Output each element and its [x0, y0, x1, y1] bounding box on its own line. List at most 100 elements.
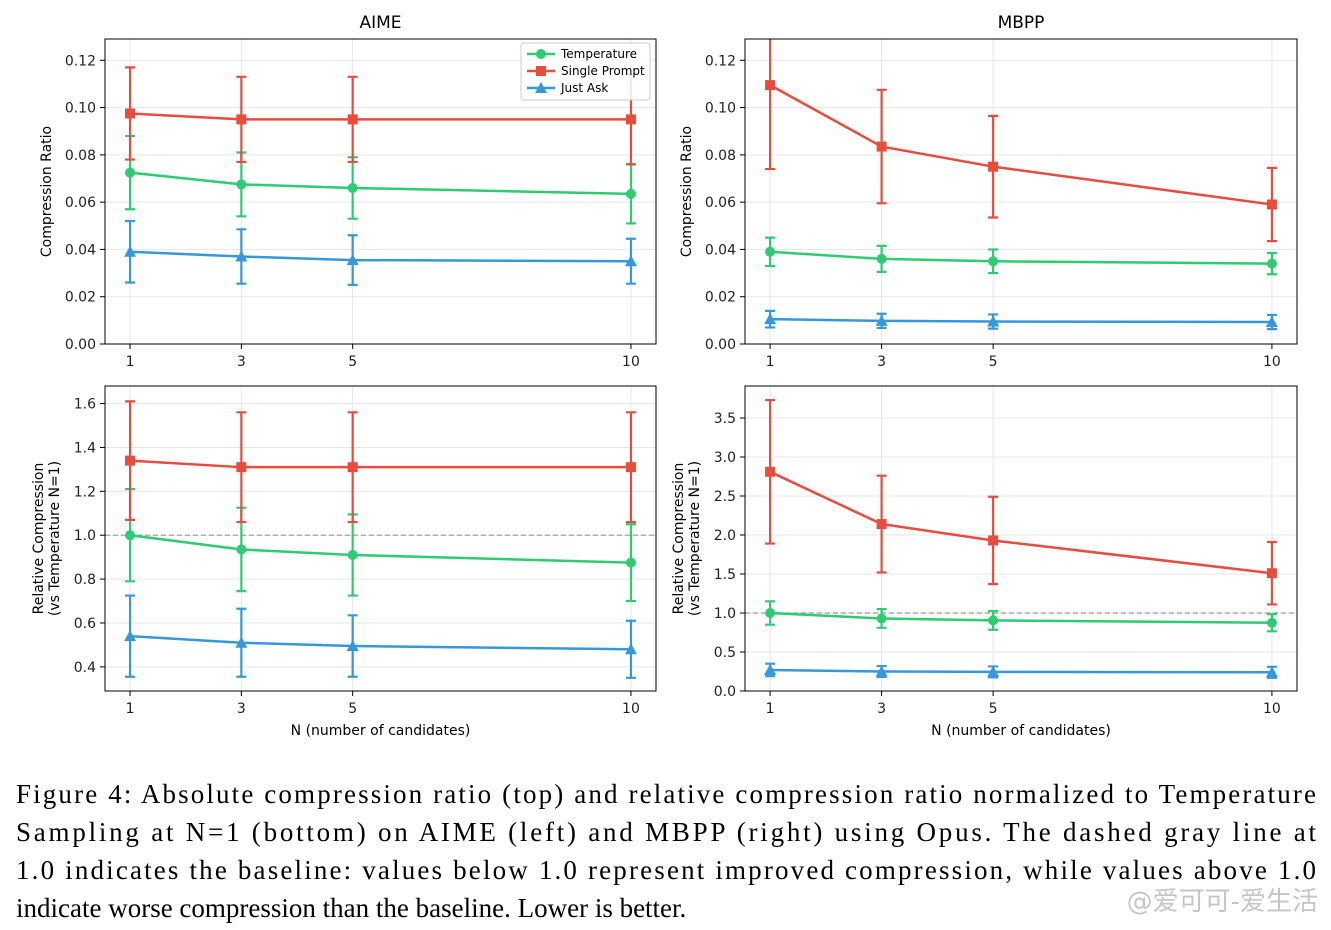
- x-axis-label: N (number of candidates): [931, 723, 1111, 739]
- marker: [625, 188, 636, 199]
- series-line: [129, 112, 631, 121]
- marker: [625, 557, 636, 568]
- x-tick-label: 5: [989, 701, 998, 717]
- y-tick-label: 2.0: [714, 528, 736, 544]
- y-tick-label: 0.8: [74, 572, 96, 588]
- y-tick-label: 0.00: [65, 337, 96, 353]
- axes-frame: [104, 38, 657, 345]
- marker: [987, 665, 1000, 677]
- series-line: [129, 250, 631, 263]
- marker: [346, 254, 359, 266]
- y-tick-label: 1.0: [74, 528, 96, 544]
- legend-label: Just Ask: [560, 81, 608, 95]
- y-tick-label: 0.00: [705, 337, 736, 353]
- chart-title: AIME: [359, 13, 401, 33]
- watermark: @爱可可-爱生活: [1127, 887, 1318, 917]
- x-tick-label: 10: [1263, 354, 1281, 370]
- y-tick-label: 1.5: [714, 567, 736, 583]
- marker: [346, 640, 359, 652]
- marker: [124, 630, 137, 642]
- y-axis-label: Relative Compression: [671, 463, 687, 615]
- marker: [765, 80, 776, 91]
- marker: [625, 114, 636, 125]
- marker: [236, 179, 247, 190]
- marker: [347, 182, 358, 193]
- marker: [236, 462, 247, 473]
- y-tick-label: 0.12: [65, 53, 96, 69]
- series-line: [770, 611, 1272, 624]
- marker: [235, 250, 248, 262]
- y-tick-label: 0.6: [74, 616, 96, 632]
- plot-area: [764, 39, 1278, 331]
- series-line: [770, 668, 1272, 674]
- marker: [875, 665, 888, 677]
- y-tick-label: 0.5: [714, 645, 736, 661]
- marker: [536, 66, 546, 76]
- marker: [987, 315, 1000, 327]
- marker: [125, 108, 136, 119]
- caption-line: indicate worse compression than the base…: [16, 893, 686, 923]
- marker: [124, 245, 137, 257]
- marker: [765, 607, 776, 618]
- caption-line: Sampling at N=1 (bottom) on AIME (left) …: [16, 817, 1316, 847]
- marker: [347, 549, 358, 560]
- y-tick-label: 0.04: [65, 242, 96, 258]
- y-tick-label: 0.10: [705, 101, 736, 117]
- series-line: [770, 250, 1272, 265]
- x-tick-label: 3: [237, 701, 246, 717]
- y-tick-label: 1.4: [74, 440, 96, 456]
- chart-title: MBPP: [998, 13, 1045, 33]
- x-tick-label: 10: [622, 701, 640, 717]
- marker: [765, 246, 776, 257]
- marker: [764, 663, 777, 675]
- marker: [765, 466, 776, 477]
- series-line: [129, 171, 631, 196]
- caption-line: Figure 4: Absolute compression ratio (to…: [16, 779, 1316, 809]
- series-line: [769, 470, 1273, 575]
- marker: [347, 114, 358, 125]
- y-tick-label: 3.5: [714, 411, 736, 427]
- y-axis-label: (vs Temperature N=1): [687, 461, 703, 616]
- y-axis-label: Relative Compression: [31, 463, 47, 615]
- axes-frame: [104, 385, 657, 692]
- marker: [1266, 617, 1277, 628]
- series-line: [129, 533, 631, 564]
- marker: [876, 253, 887, 264]
- legend-label: Single Prompt: [561, 64, 645, 78]
- y-axis-label: Compression Ratio: [679, 126, 695, 257]
- x-axis-label: N (number of candidates): [291, 723, 471, 739]
- y-tick-label: 0.02: [705, 290, 736, 306]
- marker: [876, 141, 887, 152]
- y-tick-label: 0.04: [705, 242, 736, 258]
- marker: [764, 313, 777, 325]
- marker: [988, 161, 999, 172]
- marker: [624, 255, 637, 267]
- x-tick-label: 5: [989, 354, 998, 370]
- y-tick-label: 3.0: [714, 450, 736, 466]
- y-tick-label: 1.2: [74, 484, 96, 500]
- y-tick-label: 0.06: [65, 195, 96, 211]
- x-tick-label: 1: [766, 701, 775, 717]
- series-line: [129, 634, 631, 651]
- legend-box: [520, 42, 651, 101]
- marker: [1266, 258, 1277, 269]
- x-tick-label: 1: [126, 354, 135, 370]
- y-axis-label: (vs Temperature N=1): [47, 461, 63, 616]
- marker: [1265, 666, 1278, 678]
- marker: [988, 256, 999, 267]
- plot-area: [124, 400, 637, 679]
- marker: [1265, 316, 1278, 328]
- marker: [875, 314, 888, 326]
- x-tick-label: 1: [126, 701, 135, 717]
- legend-label: Temperature: [560, 47, 637, 61]
- y-tick-label: 1.6: [74, 397, 96, 413]
- y-tick-label: 0.02: [65, 290, 96, 306]
- marker: [535, 82, 547, 93]
- marker: [235, 636, 248, 648]
- marker: [876, 519, 887, 530]
- y-tick-label: 0.12: [705, 53, 736, 69]
- x-tick-label: 3: [877, 701, 886, 717]
- y-tick-label: 0.06: [705, 195, 736, 211]
- marker: [125, 530, 136, 541]
